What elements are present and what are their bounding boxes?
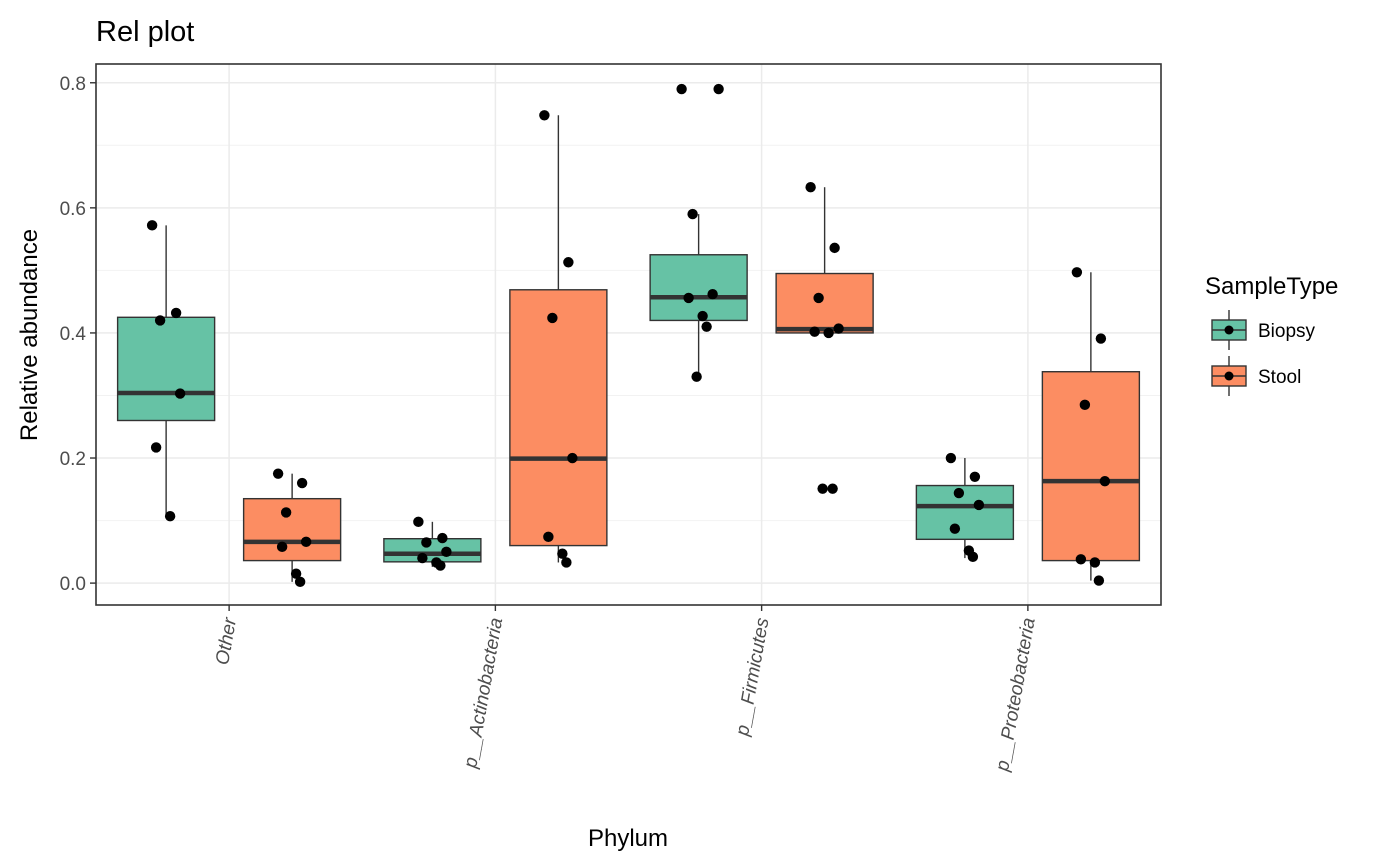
box-body [383,538,482,563]
data-point [272,468,284,479]
data-point [809,326,820,337]
box-body [915,484,1015,541]
data-point [967,551,979,563]
box-biopsy-p-actinobacteria [383,521,482,567]
point-layer [146,83,1111,588]
x-axis: Other p__Actinobacteria p__Firmicutes p__Pr… [212,605,1040,774]
box-stool-other [242,473,342,582]
data-point [1079,399,1091,411]
legend-label: Stool [1258,367,1301,388]
data-point [276,541,288,553]
data-point [953,487,965,499]
data-point [1099,475,1111,487]
data-point [683,292,694,304]
box-biopsy-p-proteobacteria [915,458,1015,559]
box-body [649,254,748,322]
chart-title: Rel plot [96,16,194,48]
y-axis-title: Relative abundance [16,229,43,441]
x-axis-title: Phylum [588,825,668,852]
data-point [697,310,708,322]
data-point [691,371,702,382]
data-point [294,576,306,588]
y-tick-label: 0.0 [60,574,86,595]
data-point [174,388,186,399]
data-point [561,557,572,568]
data-point [421,537,432,548]
data-point [701,321,712,332]
data-point [813,292,824,304]
box-layer [116,115,1141,582]
y-axis: 0.0 0.2 0.4 0.6 0.8 [60,74,96,595]
data-point [687,208,698,220]
data-point [1075,554,1087,565]
box-body [775,272,874,334]
data-point [945,452,957,464]
data-point [1089,557,1101,568]
data-point [707,288,718,300]
data-point [547,312,558,324]
box-stool-p-firmicutes [775,187,874,334]
box-body [509,289,608,547]
box-stool-p-proteobacteria [1041,272,1141,581]
plot-panel-border [95,63,1162,606]
data-point [300,536,312,548]
legend: SampleType Biopsy Stool [1205,273,1338,396]
data-point [829,242,840,254]
grid-lines [96,64,1161,605]
data-point [805,182,816,193]
legend-key-point [1224,371,1234,381]
data-point [833,323,844,334]
data-point [413,516,424,528]
data-point [280,507,292,518]
data-point [567,452,578,464]
box-body [1041,371,1141,562]
box-biopsy-other [116,225,216,517]
data-point [435,560,446,571]
data-point [1071,267,1083,278]
data-point [296,477,308,489]
y-tick-label: 0.4 [60,324,87,345]
legend-label: Biopsy [1258,321,1316,342]
data-point [949,523,961,534]
box-body [116,316,216,422]
legend-title: SampleType [1205,273,1338,300]
data-point [1095,333,1107,344]
legend-item-biopsy: Biopsy [1211,310,1316,350]
data-point [170,307,182,319]
x-tick-label: Other [212,616,241,667]
data-point [563,257,574,268]
data-point [437,532,448,544]
y-tick-label: 0.8 [60,74,86,95]
data-point [146,220,158,231]
y-tick-label: 0.2 [60,449,86,470]
box-biopsy-p-firmicutes [649,214,748,377]
data-point [417,552,428,564]
data-point [973,499,985,511]
data-point [713,83,724,95]
data-point [817,483,828,494]
x-tick-label: p__Firmicutes [732,616,774,739]
y-tick-label: 0.6 [60,199,86,220]
data-point [676,83,687,95]
data-point [290,568,302,579]
box-stool-p-actinobacteria [509,115,608,563]
data-point [1093,575,1105,586]
data-point [543,531,554,543]
data-point [823,327,834,339]
data-point [164,510,176,522]
data-point [539,110,550,121]
legend-item-stool: Stool [1211,356,1301,396]
box-body [242,497,342,562]
data-point [150,442,162,453]
data-point [441,546,452,558]
data-point [969,471,981,482]
data-point [827,483,838,494]
data-point [557,548,568,559]
x-tick-label: p__Proteobacteria [992,616,1040,774]
data-point [154,315,166,326]
legend-key-point [1224,325,1234,335]
x-tick-label: p__Actinobacteria [460,616,507,770]
